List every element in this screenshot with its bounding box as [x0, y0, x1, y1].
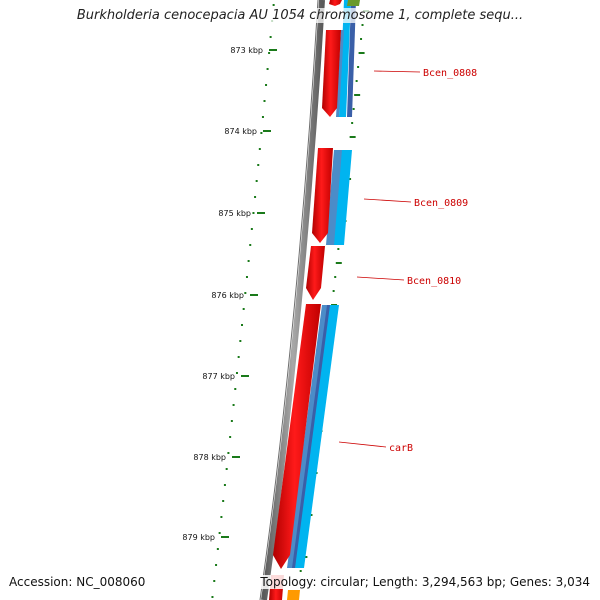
- ruler-tick-label: 874 kbp: [224, 127, 257, 136]
- gc-dot: [223, 484, 226, 486]
- cds-arrow-carb: [273, 304, 321, 569]
- gene-label-bcen-0808: Bcen_0808: [423, 68, 477, 79]
- gc-content-mark: [355, 80, 358, 82]
- ruler-tick-label: 875 kbp: [218, 209, 251, 218]
- gc-dot: [241, 324, 244, 326]
- blast-hit: [339, 0, 351, 117]
- cds-arrow-bcen-0809: [312, 148, 333, 243]
- ruler-tick-label: 873 kbp: [230, 46, 263, 55]
- cds-arrow-bcen-0808: [322, 30, 341, 117]
- gc-content-mark: [334, 276, 337, 278]
- gc-content-mark: [360, 38, 363, 40]
- gc-content-mark: [361, 24, 364, 26]
- backbone-inner-line: [259, 0, 319, 600]
- gc-dot: [242, 308, 245, 310]
- gc-dot: [227, 452, 230, 454]
- gc-dot: [216, 548, 219, 550]
- blast-hit: [334, 150, 352, 245]
- gc-dot: [255, 180, 258, 182]
- leader-line: [373, 70, 421, 73]
- gene-label-bcen-0810: Bcen_0810: [407, 276, 461, 287]
- gc-dot: [225, 468, 228, 470]
- gc-dot: [258, 148, 261, 150]
- cds-arrow-bcen-0810: [306, 246, 325, 300]
- cds-arrow-top: [329, 0, 342, 6]
- gc-dot: [239, 340, 242, 342]
- gc-dot: [232, 404, 235, 406]
- gc-dot: [266, 68, 269, 70]
- gc-dot: [257, 164, 260, 166]
- backbone-ring: [261, 0, 325, 600]
- gc-content-mark: [335, 262, 342, 264]
- gc-dot: [269, 36, 272, 38]
- gc-dot: [213, 580, 216, 582]
- ruler-tick-label: 877 kbp: [202, 372, 235, 381]
- gc-content-mark: [332, 290, 335, 292]
- gc-dot: [252, 212, 255, 214]
- ruler: 873 kbp 874 kbp 875 kbp 876 kbp 877 kbp 878 k…: [182, 46, 277, 542]
- gc-content-mark: [354, 94, 361, 96]
- feature-bottom-orange: [287, 590, 300, 600]
- gc-skew-track: [211, 4, 275, 598]
- gc-content-mark: [358, 52, 365, 54]
- gc-content-mark: [337, 248, 340, 250]
- gc-content-mark: [352, 108, 355, 110]
- gc-dot: [222, 500, 225, 502]
- ruler-tick-label: 878 kbp: [193, 453, 226, 462]
- map-title-text: Burkholderia cenocepacia AU 1054 chromos…: [76, 8, 524, 23]
- gc-dot: [263, 100, 266, 102]
- cds-features: [269, 0, 360, 600]
- gc-dot: [218, 532, 221, 534]
- gc-dot: [272, 4, 275, 6]
- leader-line: [338, 441, 387, 448]
- accession-text: Accession: NC_008060: [9, 575, 150, 589]
- gc-dot: [234, 388, 237, 390]
- gc-dot: [261, 116, 264, 118]
- ruler-tick-label: 879 kbp: [182, 533, 215, 542]
- gene-labels: Bcen_0808 Bcen_0809 Bcen_0810 carB: [338, 68, 477, 454]
- ruler-tick-label: 876 kbp: [211, 291, 244, 300]
- gc-dot: [250, 228, 253, 230]
- gc-dot: [229, 436, 232, 438]
- gc-content-mark: [357, 66, 360, 68]
- gene-label-carb: carB: [389, 443, 413, 454]
- blast-hit: [336, 30, 344, 117]
- topology-text: Topology: circular; Length: 3,294,563 bp…: [258, 575, 590, 589]
- gc-dot: [244, 292, 247, 294]
- gc-content-mark: [349, 136, 356, 138]
- gc-content-mark: [299, 570, 302, 572]
- gc-dot: [249, 244, 252, 246]
- blast-hits: [287, 0, 356, 568]
- leader-line: [356, 276, 405, 281]
- blast-hit: [295, 305, 339, 568]
- gc-dot: [245, 276, 248, 278]
- feature-top-green: [347, 0, 360, 6]
- gc-dot: [235, 372, 238, 374]
- gc-content-mark: [351, 122, 354, 124]
- map-title: Burkholderia cenocepacia AU 1054 chromos…: [0, 8, 600, 23]
- gc-dot: [215, 564, 218, 566]
- gc-dot: [220, 516, 223, 518]
- gc-dot: [260, 132, 263, 134]
- gene-label-bcen-0809: Bcen_0809: [414, 198, 468, 209]
- leader-line: [363, 198, 412, 203]
- gc-dot: [230, 420, 233, 422]
- blast-hit: [347, 0, 356, 117]
- gc-dot: [254, 196, 257, 198]
- gc-dot: [211, 596, 214, 598]
- gc-dot: [247, 260, 250, 262]
- gc-dot: [268, 52, 271, 54]
- blast-hit: [292, 305, 330, 568]
- gc-dot: [265, 84, 268, 86]
- gc-dot: [237, 356, 240, 358]
